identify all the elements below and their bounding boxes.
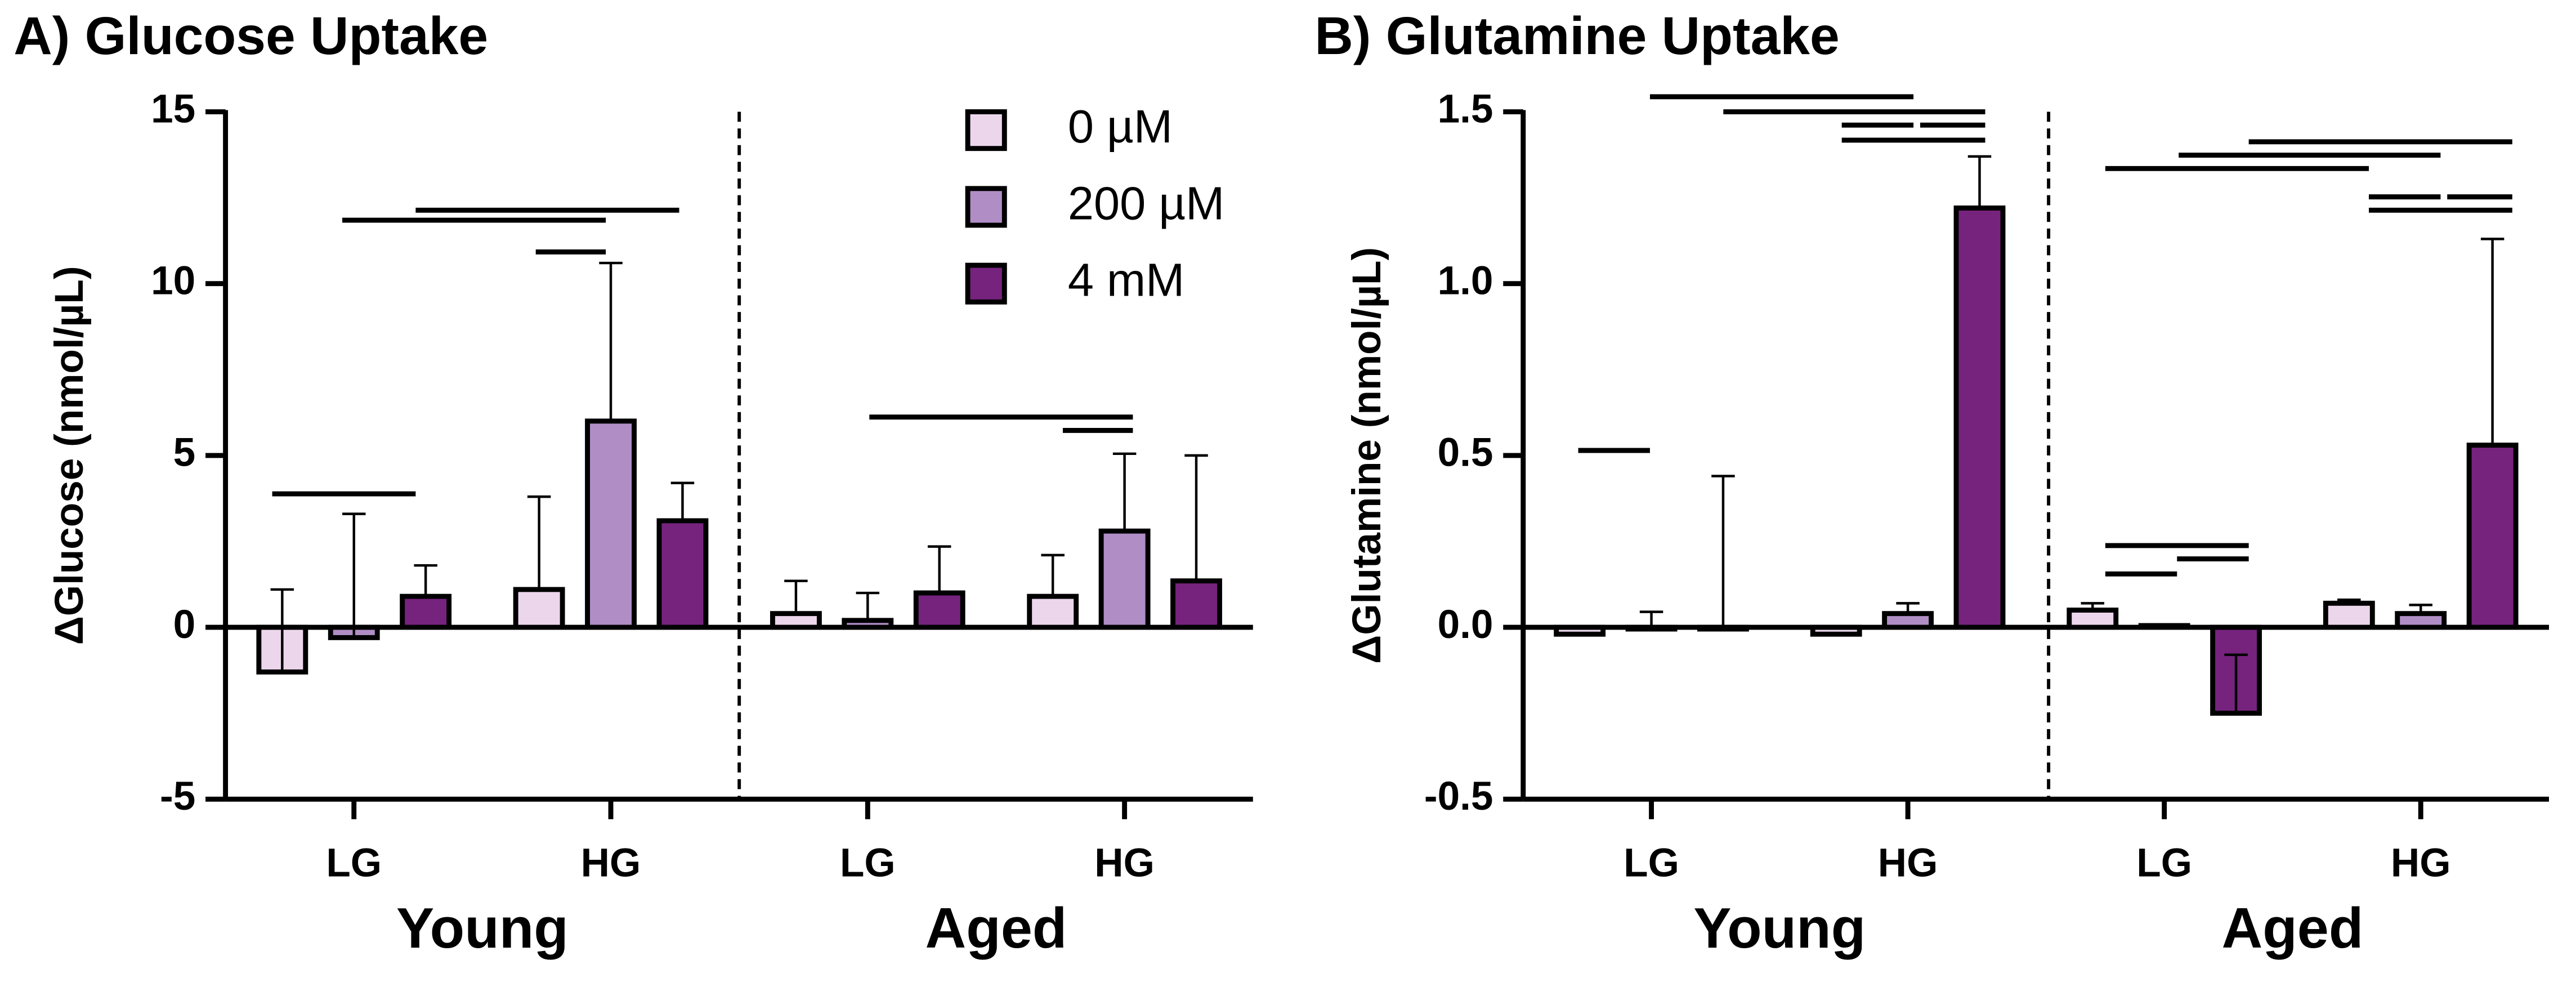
bar <box>1098 528 1151 630</box>
x-tick-label: LG <box>1624 841 1679 886</box>
chart-title: B) Glutamine Uptake <box>1314 6 1839 66</box>
y-tick-label: 15 <box>151 87 195 131</box>
significance-bars <box>272 94 2512 577</box>
bar <box>842 618 894 630</box>
y-tick-label: -5 <box>160 774 195 819</box>
bar <box>585 418 637 630</box>
bar <box>1027 593 1079 630</box>
x-tick-label: LG <box>326 841 382 886</box>
bar <box>656 518 709 630</box>
legend-label: 0 µM <box>1068 100 1173 153</box>
bar <box>2323 600 2375 630</box>
y-tick-label: 5 <box>173 431 196 475</box>
x-tick-label: LG <box>2136 841 2192 886</box>
y-axis-label: ΔGlutamine (nmol/µL) <box>1345 247 1389 664</box>
group-label: Aged <box>2222 897 2364 960</box>
x-tick-label: LG <box>840 841 896 886</box>
bar <box>1953 205 2006 630</box>
group-label: Young <box>1693 897 1866 960</box>
legend-swatch <box>965 109 1007 151</box>
x-tick-label: HG <box>2391 841 2451 886</box>
bar <box>513 587 565 630</box>
legend-swatch <box>965 186 1007 228</box>
x-tick-label: HG <box>1094 841 1155 886</box>
y-tick-label: 10 <box>151 258 195 303</box>
bar <box>2466 443 2519 630</box>
bar <box>400 593 452 630</box>
y-tick-label: 0 <box>173 602 196 647</box>
bar <box>1170 578 1222 630</box>
group-label: Young <box>396 897 569 960</box>
bar <box>2395 611 2447 630</box>
bar <box>770 611 822 630</box>
bar <box>913 590 965 630</box>
bar <box>1882 611 1934 630</box>
legend-swatch <box>965 262 1007 305</box>
chart-title: A) Glucose Uptake <box>14 6 488 66</box>
y-tick-label: -0.5 <box>1424 774 1493 819</box>
y-tick-label: 0.0 <box>1438 602 1493 647</box>
y-tick-label: 1.0 <box>1438 258 1493 303</box>
group-label: Aged <box>925 897 1067 960</box>
legend-label: 200 µM <box>1068 177 1224 229</box>
y-tick-label: 1.5 <box>1438 87 1493 131</box>
y-tick-label: 0.5 <box>1438 431 1493 475</box>
legend-label: 4 mM <box>1068 254 1184 306</box>
x-tick-label: HG <box>581 841 641 886</box>
bar <box>2067 608 2119 630</box>
x-tick-label: HG <box>1878 841 1938 886</box>
y-axis-label: ΔGlucose (nmol/µL) <box>47 266 92 645</box>
